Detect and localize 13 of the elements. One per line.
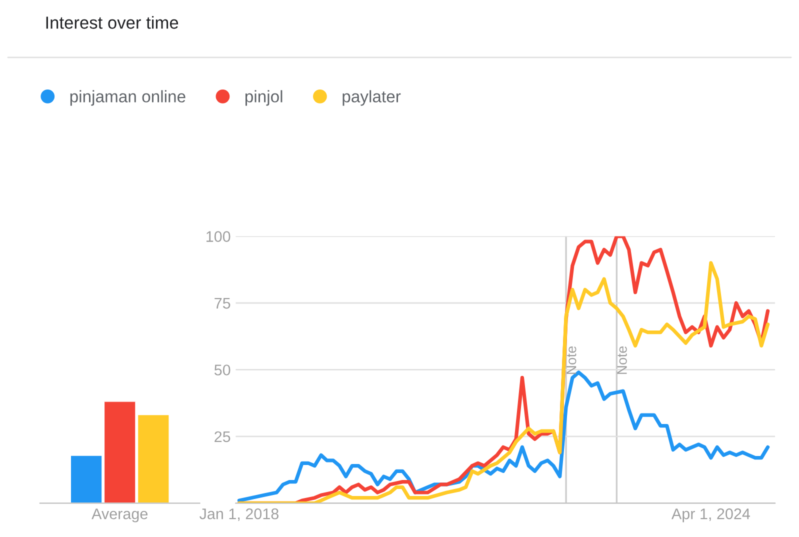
x-tick-label: Jan 1, 2018 xyxy=(200,508,278,522)
y-tick-label: 75 xyxy=(214,298,230,309)
legend-label: pinjaman online xyxy=(70,90,186,106)
y-tick-label: 25 xyxy=(214,431,230,442)
ref-line-label: Note xyxy=(566,346,576,374)
chart-title: Interest over time xyxy=(46,16,178,29)
ref-line-label: Note xyxy=(617,346,627,374)
y-tick-label: 100 xyxy=(206,231,230,242)
y-tick-label: 50 xyxy=(214,364,230,376)
x-tick-label: Average xyxy=(92,508,148,522)
x-tick-label: Apr 1, 2024 xyxy=(671,508,750,522)
legend-label: pinjol xyxy=(245,90,282,106)
legend-label: paylater xyxy=(342,90,401,106)
